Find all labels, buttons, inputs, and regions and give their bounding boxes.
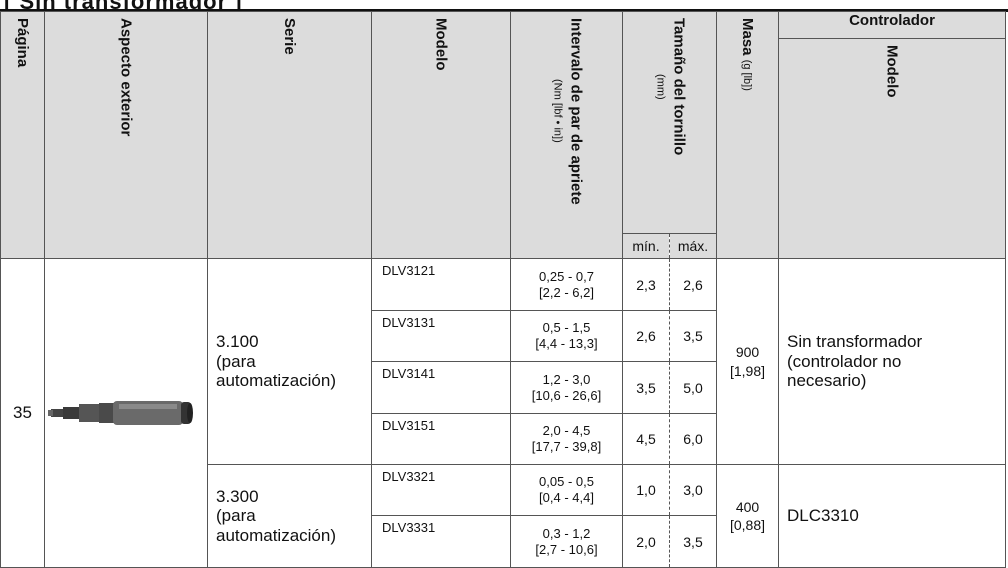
masa-3300: 400 [0,88] (716, 464, 779, 568)
serie-3100: 3.100 (para automatización) (207, 258, 372, 465)
min-cell: 1,0 (622, 464, 670, 516)
model-cell: DLV3321 (371, 464, 511, 516)
header-min: mín. (622, 233, 670, 259)
torque-cell: 2,0 - 4,5 [17,7 - 39,8] (510, 413, 623, 465)
max-cell: 2,6 (669, 258, 717, 311)
header-aspecto: Aspecto exterior (44, 11, 208, 259)
model-cell: DLV3331 (371, 515, 511, 568)
max-cell: 3,5 (669, 515, 717, 568)
model-cell: DLV3121 (371, 258, 511, 311)
product-spec-table: Página Aspecto exterior Serie Modelo Int… (0, 11, 1006, 568)
header-pagina: Página (0, 11, 45, 259)
header-tamano: Tamaño del tornillo (mm) (622, 11, 717, 234)
max-cell: 5,0 (669, 361, 717, 414)
table-row: 35 3.100 (para automatización) DLV3121 0,2… (0, 258, 1006, 568)
torque-cell: 1,2 - 3,0 [10,6 - 26,6] (510, 361, 623, 414)
max-cell: 6,0 (669, 413, 717, 465)
model-cell: DLV3151 (371, 413, 511, 465)
model-cell: DLV3131 (371, 310, 511, 362)
header-ctrl-modelo: Modelo (778, 38, 1006, 259)
min-cell: 4,5 (622, 413, 670, 465)
min-cell: 2,0 (622, 515, 670, 568)
serie-3300: 3.300 (para automatización) (207, 464, 372, 568)
max-cell: 3,0 (669, 464, 717, 516)
torque-cell: 0,3 - 1,2 [2,7 - 10,6] (510, 515, 623, 568)
header-modelo: Modelo (371, 11, 511, 259)
page-number: 35 (0, 258, 45, 568)
header-max: máx. (669, 233, 717, 259)
header-masa: Masa (g [lb]) (716, 11, 779, 259)
model-cell: DLV3141 (371, 361, 511, 414)
min-cell: 2,6 (622, 310, 670, 362)
header-par: Intervalo de par de apriete (Nm [lbf • in… (510, 11, 623, 259)
max-cell: 3,5 (669, 310, 717, 362)
header-serie: Serie (207, 11, 372, 259)
min-cell: 3,5 (622, 361, 670, 414)
header-controlador: Controlador (778, 11, 1006, 39)
product-image (44, 258, 208, 568)
torque-cell: 0,5 - 1,5 [4,4 - 13,3] (510, 310, 623, 362)
screwdriver-icon (48, 401, 193, 425)
masa-3100: 900 [1,98] (716, 258, 779, 465)
torque-cell: 0,05 - 0,5 [0,4 - 4,4] (510, 464, 623, 516)
controlador-3100: Sin transformador (controlador no necesari… (778, 258, 1006, 465)
controlador-3300: DLC3310 (778, 464, 1006, 568)
torque-cell: 0,25 - 0,7 [2,2 - 6,2] (510, 258, 623, 311)
min-cell: 2,3 (622, 258, 670, 311)
top-rule (0, 9, 1008, 12)
